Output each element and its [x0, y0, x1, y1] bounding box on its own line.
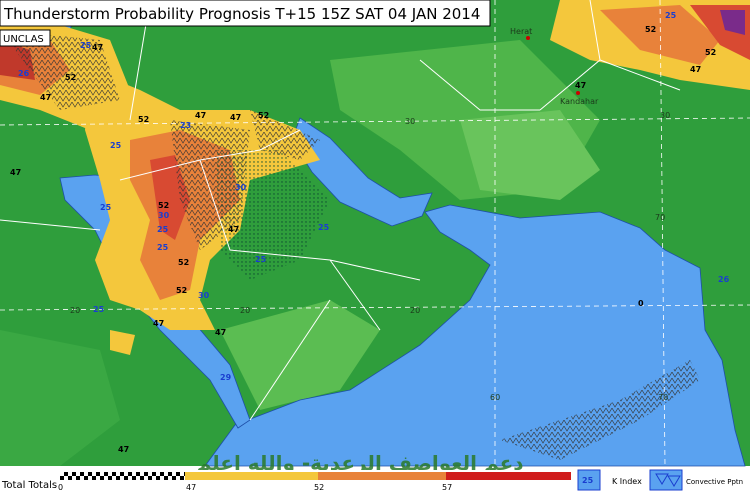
legend-swatch: [60, 472, 185, 480]
grid-labels: 30 30 20 20 20 60 70 70: [70, 111, 670, 402]
contour-label: 26: [18, 69, 30, 78]
contour-label: 25: [665, 11, 677, 20]
legend-tick: 57: [442, 483, 452, 492]
grid-label: 70: [655, 213, 665, 222]
contour-label: 0: [638, 299, 644, 308]
contour-label: 47: [118, 445, 129, 454]
contour-label: 25: [255, 255, 267, 264]
contour-label: 25: [157, 243, 169, 252]
grid-label: 30: [660, 111, 670, 120]
contour-label: 47: [228, 225, 239, 234]
contour-label: 30: [198, 291, 210, 300]
city-label: Kandahar: [560, 97, 599, 106]
legend-k-sample: 25: [582, 476, 594, 485]
city-label: Herat: [510, 27, 532, 36]
contour-label: 52: [158, 201, 169, 210]
contour-label: 52: [645, 25, 656, 34]
legend-tick: 0: [58, 483, 63, 492]
contour-label: 52: [65, 73, 76, 82]
contour-label: 30: [158, 211, 170, 220]
contour-label: 23: [180, 121, 191, 130]
legend-k-box: [577, 469, 601, 491]
contour-label: 47: [215, 328, 226, 337]
legend-title: Total Totals: [1, 480, 57, 491]
legend-conv-box: [649, 469, 683, 491]
class-box: [0, 29, 51, 47]
contour-label: 25: [100, 203, 112, 212]
contour-label: 25: [110, 141, 122, 150]
classification: UNCLAS: [3, 34, 44, 45]
contour-label: 25: [93, 305, 105, 314]
borders: [0, 0, 681, 421]
legend-k-label: K Index: [612, 477, 642, 486]
contour-label: 25: [157, 225, 169, 234]
grid-label: 20: [240, 306, 250, 315]
storm-probability: [0, 0, 750, 460]
contour-label: 52: [178, 258, 189, 267]
legend-tick: 52: [314, 483, 324, 492]
contour-labels: 47 52 47 26 25 52 23 47 52 25 25 30 30 4…: [10, 11, 730, 454]
contour-label: 52: [138, 115, 149, 124]
legend-swatch: [185, 472, 318, 480]
grid-label: 60: [490, 393, 500, 402]
legend-swatch: [446, 472, 571, 480]
grid-label: 20: [70, 306, 80, 315]
contour-label: 47: [230, 113, 241, 122]
contour-label: 47: [40, 93, 51, 102]
contour-label: 52: [176, 286, 187, 295]
title: Thunderstorm Probability Prognosis T+15 …: [3, 5, 480, 23]
contour-label: 47: [153, 319, 164, 328]
legend-conv-label: Convective Pptn: [686, 478, 743, 486]
legend-tick: 47: [186, 483, 196, 492]
legend-conv-symbol: [655, 473, 681, 487]
contour-label: 25: [318, 223, 330, 232]
legend-swatch: [318, 472, 446, 480]
grid-label: 70: [658, 393, 668, 402]
contour-label: 47: [575, 81, 586, 90]
contour-label: 47: [92, 43, 103, 52]
city-dot: [526, 36, 530, 40]
city-dot: [576, 91, 580, 95]
title-box: [0, 0, 491, 27]
contour-label: 29: [220, 373, 232, 382]
contour-label: 30: [235, 183, 247, 192]
contour-label: 52: [705, 48, 716, 57]
grid-label: 20: [410, 306, 420, 315]
contour-label: 52: [258, 111, 269, 120]
grid-label: 30: [405, 117, 415, 126]
contour-label: 47: [10, 168, 21, 177]
contour-label: 47: [195, 111, 206, 120]
terrain: [0, 40, 600, 466]
contour-label: 26: [718, 275, 730, 284]
legend-ticks: 0 47 52 57: [58, 483, 452, 492]
contour-label: 47: [690, 65, 701, 74]
contour-label: 25: [80, 41, 92, 50]
